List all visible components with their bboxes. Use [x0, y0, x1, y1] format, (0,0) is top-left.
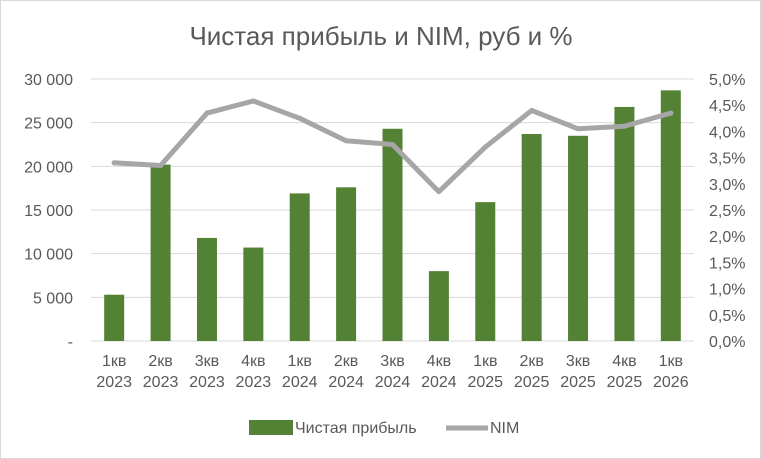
point-nim	[297, 115, 303, 121]
x-tick-label: 1кв 2025	[467, 353, 503, 391]
legend-swatch-profit	[249, 420, 293, 435]
right-tick-label: 1,0%	[709, 282, 745, 299]
point-nim	[529, 107, 535, 113]
legend: Чистая прибыль NIM	[249, 420, 519, 437]
bar-profit	[336, 187, 357, 341]
right-axis-ticks: 0,0% 0,5% 1,0% 1,5% 2,0% 2,5% 3,0% 3,5% 4,0% 4,5%…	[709, 72, 745, 351]
point-nim	[343, 138, 349, 144]
right-tick-label: 2,0%	[709, 229, 745, 246]
x-tick-year: 2026	[653, 374, 689, 391]
point-nim	[204, 110, 210, 116]
x-tick-year: 2025	[467, 374, 503, 391]
x-tick-quarter: 2кв	[148, 353, 172, 370]
bar-profit	[428, 271, 449, 341]
x-tick-year: 2023	[236, 374, 272, 391]
x-tick-year: 2025	[560, 374, 596, 391]
legend-label-nim: NIM	[490, 420, 519, 437]
bar-profit	[382, 128, 403, 341]
line-series	[111, 98, 674, 195]
right-tick-label: 4,0%	[709, 124, 745, 141]
left-tick-label: 30 000	[24, 72, 73, 89]
x-tick-label: 4кв 2024	[421, 353, 457, 391]
x-tick-year: 2024	[328, 374, 364, 391]
left-tick-label: -	[68, 334, 73, 351]
x-tick-label: 2кв 2023	[143, 353, 179, 391]
x-tick-label: 2кв 2025	[514, 353, 550, 391]
left-axis-ticks: - 5 000 10 000 15 000 20 000 25 000 30 000	[24, 72, 73, 351]
right-tick-label: 3,0%	[709, 177, 745, 194]
point-nim	[158, 162, 164, 168]
x-tick-quarter: 3кв	[380, 353, 404, 370]
x-tick-year: 2025	[514, 374, 550, 391]
left-tick-label: 25 000	[24, 116, 73, 133]
bar-profit	[568, 135, 589, 341]
bar-profit	[243, 247, 264, 341]
point-nim	[390, 142, 395, 147]
point-nim	[668, 110, 674, 116]
point-nim	[621, 123, 627, 129]
x-tick-year: 2024	[375, 374, 411, 391]
point-nim	[436, 189, 442, 195]
bar-profit	[196, 237, 217, 341]
x-tick-quarter: 4кв	[612, 353, 636, 370]
x-tick-label: 3кв 2025	[560, 353, 596, 391]
left-tick-label: 15 000	[24, 203, 73, 220]
x-tick-quarter: 1кв	[473, 353, 497, 370]
bar-profit	[104, 294, 125, 341]
point-nim	[111, 160, 117, 166]
x-tick-year: 2025	[607, 374, 643, 391]
bar-profit	[614, 106, 635, 342]
bar-profit	[521, 134, 542, 341]
x-tick-label: 1кв 2023	[96, 353, 132, 391]
x-tick-quarter: 4кв	[241, 353, 265, 370]
x-axis-ticks: 1кв 2023 2кв 2023 3кв 2023 4кв 2023 1кв 2024 2кв 20…	[96, 353, 688, 391]
x-tick-quarter: 1кв	[288, 353, 312, 370]
x-tick-quarter: 1кв	[659, 353, 683, 370]
x-tick-label: 4кв 2025	[607, 353, 643, 391]
left-tick-label: 5 000	[33, 290, 73, 307]
right-tick-label: 0,5%	[709, 308, 745, 325]
x-tick-label: 4кв 2023	[236, 353, 272, 391]
x-tick-year: 2023	[189, 374, 225, 391]
x-tick-year: 2023	[143, 374, 179, 391]
x-tick-quarter: 3кв	[195, 353, 219, 370]
x-tick-quarter: 2кв	[519, 353, 543, 370]
bar-profit	[660, 90, 681, 341]
right-tick-label: 1,5%	[709, 255, 745, 272]
x-tick-label: 1кв 2026	[653, 353, 689, 391]
x-tick-label: 3кв 2023	[189, 353, 225, 391]
bar-profit	[289, 193, 310, 341]
x-tick-label: 2кв 2024	[328, 353, 364, 391]
bar-profit	[150, 164, 171, 341]
x-tick-year: 2024	[421, 374, 457, 391]
right-tick-label: 3,5%	[709, 151, 745, 168]
right-tick-label: 0,0%	[709, 334, 745, 351]
x-tick-label: 1кв 2024	[282, 353, 318, 391]
point-nim	[250, 98, 256, 104]
bar-series	[104, 90, 681, 342]
x-tick-year: 2024	[282, 374, 318, 391]
chart-title: Чистая прибыль и NIM, руб и %	[189, 21, 572, 51]
left-tick-label: 20 000	[24, 159, 73, 176]
right-tick-label: 5,0%	[709, 72, 745, 89]
x-tick-quarter: 4кв	[427, 353, 451, 370]
x-tick-quarter: 3кв	[566, 353, 590, 370]
left-tick-label: 10 000	[24, 247, 73, 264]
legend-label-profit: Чистая прибыль	[295, 420, 417, 437]
x-tick-label: 3кв 2024	[375, 353, 411, 391]
x-tick-quarter: 2кв	[334, 353, 358, 370]
right-tick-label: 4,5%	[709, 98, 745, 115]
right-tick-label: 2,5%	[709, 203, 745, 220]
bar-profit	[475, 202, 496, 341]
x-tick-year: 2023	[96, 374, 132, 391]
x-tick-quarter: 1кв	[102, 353, 126, 370]
point-nim	[482, 144, 488, 150]
point-nim	[575, 126, 581, 132]
